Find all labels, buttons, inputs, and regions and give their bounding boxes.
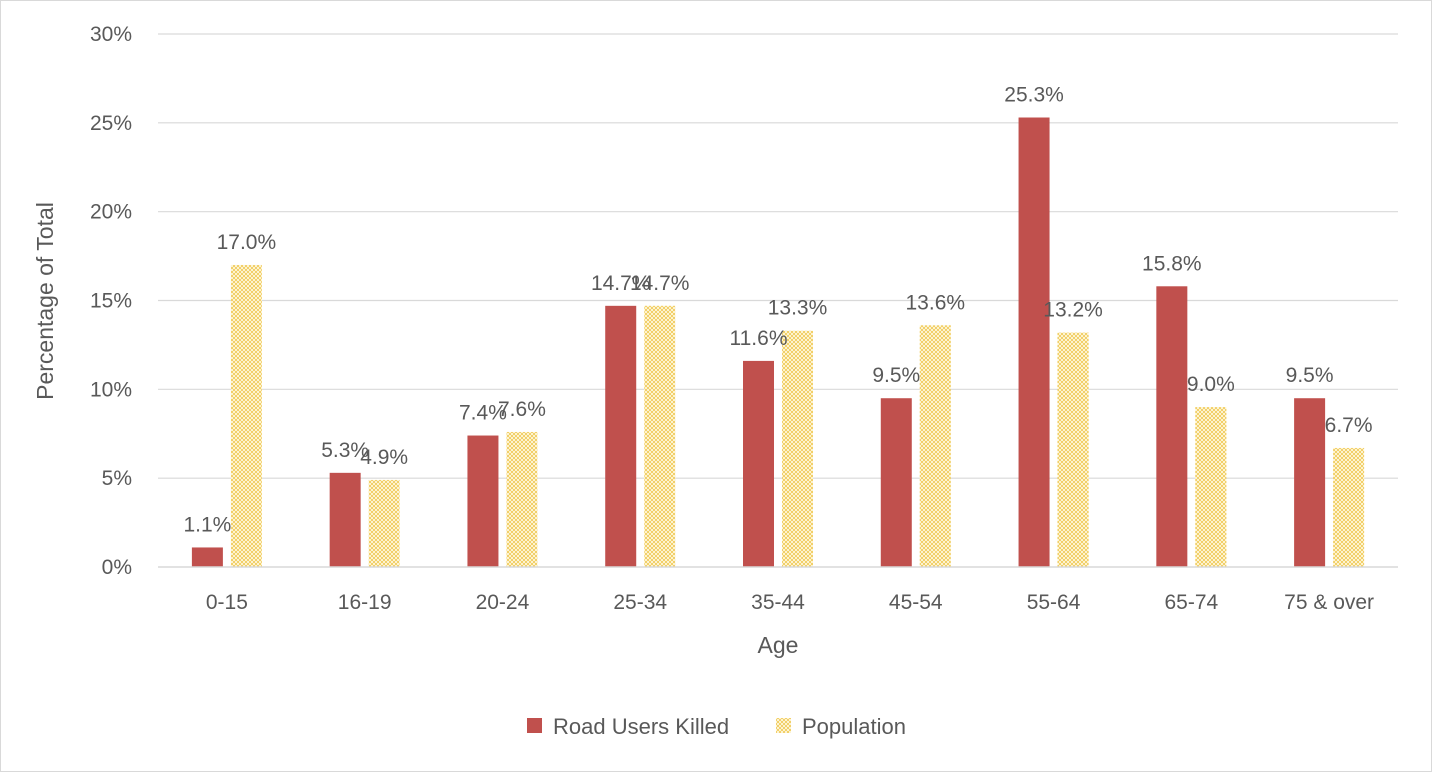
data-label-population: 14.7%	[630, 272, 690, 295]
legend-swatch-road-users-killed	[527, 718, 542, 733]
y-tick-label: 20%	[90, 201, 132, 224]
data-label-road-users-killed: 5.3%	[321, 439, 369, 462]
legend-swatch-population	[776, 718, 791, 733]
data-label-population: 13.2%	[1043, 298, 1103, 321]
data-label-road-users-killed: 7.4%	[459, 402, 507, 425]
legend-label-population: Population	[802, 714, 906, 739]
bar-road-users-killed	[1018, 117, 1050, 568]
bar-road-users-killed	[1156, 286, 1188, 567]
x-tick-label: 25-34	[613, 591, 667, 614]
bar-population	[506, 431, 538, 567]
data-label-road-users-killed: 1.1%	[183, 513, 231, 536]
x-tick-label: 55-64	[1027, 591, 1081, 614]
bar-road-users-killed	[467, 435, 499, 567]
data-label-population: 6.7%	[1325, 414, 1373, 437]
data-label-population: 9.0%	[1187, 373, 1235, 396]
x-axis-ticks: 0-15 16-19 20-24 25-34 35-44 45-54 55-64 65-74 7…	[206, 591, 1374, 614]
data-label-road-users-killed: 11.6%	[730, 327, 788, 350]
y-tick-label: 10%	[90, 378, 132, 401]
bar-population	[919, 325, 951, 567]
x-tick-label: 75 & over	[1284, 591, 1374, 614]
x-tick-label: 45-54	[889, 591, 943, 614]
bar-road-users-killed	[743, 360, 774, 567]
y-axis-ticks: 0% 5% 10% 15% 20% 25% 30%	[90, 23, 132, 579]
legend: Road Users Killed Population	[527, 714, 906, 739]
y-tick-label: 25%	[90, 112, 132, 135]
data-label-population: 13.6%	[906, 291, 966, 314]
x-tick-label: 35-44	[751, 591, 805, 614]
bar-road-users-killed	[329, 472, 361, 567]
bar-road-users-killed	[605, 305, 637, 567]
gridlines	[158, 33, 1398, 479]
legend-label-road-users-killed: Road Users Killed	[553, 714, 729, 739]
data-label-population: 7.6%	[498, 398, 546, 421]
y-axis-title: Percentage of Total	[32, 202, 58, 400]
data-label-road-users-killed: 15.8%	[1142, 252, 1202, 275]
x-tick-label: 20-24	[476, 591, 530, 614]
x-tick-label: 16-19	[338, 591, 392, 614]
data-label-population: 17.0%	[217, 231, 277, 254]
bar-population	[1195, 407, 1227, 567]
data-label-road-users-killed: 14.7%	[591, 272, 651, 295]
data-label-population: 4.9%	[360, 446, 408, 469]
data-label-road-users-killed: 9.5%	[1286, 364, 1334, 387]
data-label-population: 13.3%	[768, 297, 828, 320]
bars	[191, 117, 1365, 568]
bar-road-users-killed	[880, 398, 912, 567]
y-tick-label: 15%	[90, 290, 132, 313]
data-label-road-users-killed: 25.3%	[1004, 84, 1064, 107]
y-tick-label: 30%	[90, 23, 132, 46]
bar-population	[368, 479, 400, 567]
bar-road-users-killed	[191, 547, 223, 567]
x-tick-label: 0-15	[206, 591, 248, 614]
bar-population	[1057, 332, 1089, 567]
y-tick-label: 5%	[102, 467, 132, 490]
data-labels: 1.1% 17.0% 5.3%4.9% 7.4%7.6% 14.7%14.7% 11.6%…	[183, 84, 1372, 537]
x-axis-title: Age	[758, 632, 799, 658]
data-label-road-users-killed: 9.5%	[872, 364, 920, 387]
bar-population	[782, 330, 813, 567]
bar-population	[644, 305, 676, 567]
bar-population	[230, 264, 262, 567]
y-tick-label: 0%	[102, 556, 132, 579]
bar-population	[1333, 447, 1365, 567]
bar-road-users-killed	[1294, 398, 1326, 567]
x-tick-label: 65-74	[1164, 591, 1218, 614]
